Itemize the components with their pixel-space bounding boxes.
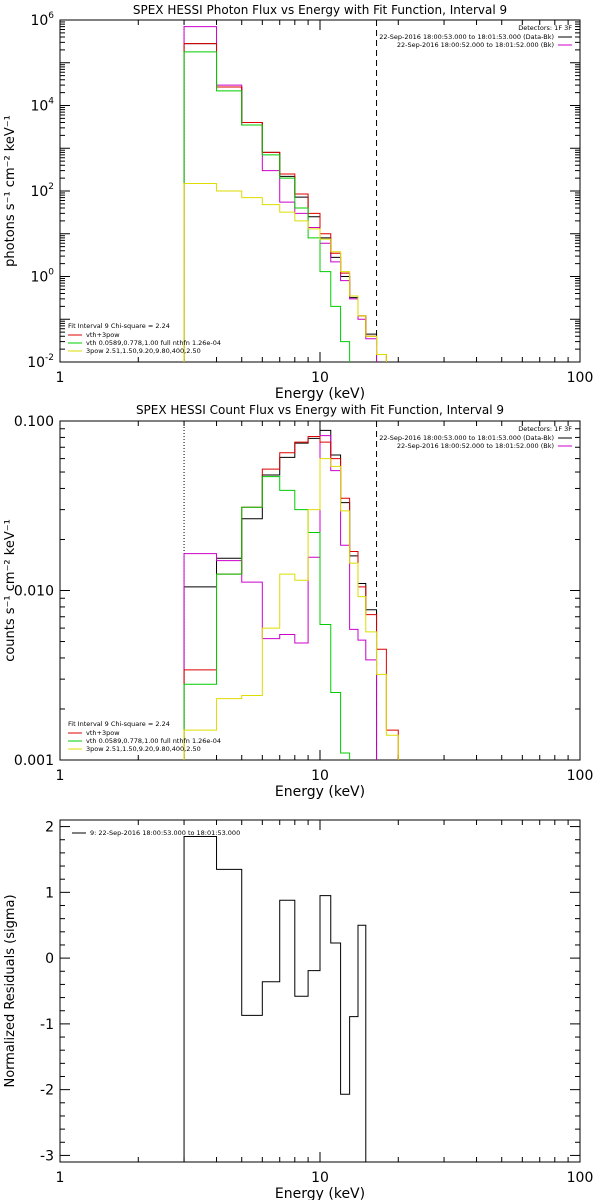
panel3-y-tick-label: 2	[45, 820, 54, 836]
panel1-series-group	[183, 26, 387, 362]
panel3-y-axis-label: Normalized Residuals (sigma)	[3, 894, 18, 1087]
panel1-title: SPEX HESSI Photon Flux vs Energy with Fi…	[133, 3, 507, 17]
panel3-y-tick-label: 1	[45, 885, 54, 901]
panel1-y-tick-label: 100	[30, 268, 54, 286]
panel2-series-group	[183, 429, 399, 760]
panel1-legend-entry: 22-Sep-2016 18:00:52.000 to 18:01:52.000…	[397, 41, 554, 49]
panel1-series-2-line	[183, 26, 378, 362]
panel1-y-ticks	[60, 19, 580, 363]
panel1-chart: 1 10 100 10-2 100 102 104 106 SPEX HESSI Photon …	[3, 3, 593, 402]
panel1-axes-frame	[59, 19, 581, 363]
panel2-fit-legend-title: Fit Interval 9 Chi-square = 2.24	[68, 720, 170, 728]
panel3-x-tick-label: 1	[56, 1170, 65, 1186]
panel1-legend-bottomleft: Fit Interval 9 Chi-square = 2.24vth+3pow…	[68, 322, 221, 355]
panel2-x-tick-label: 10	[311, 768, 329, 784]
panel1-x-axis-label: Energy (keV)	[275, 386, 365, 402]
panel2-chart: 1 10 100 0.001 0.010 0.100 SPEX HESSI Count Fl…	[3, 403, 594, 800]
panel2-legend-entry: 22-Sep-2016 18:00:53.000 to 18:01:53.000…	[379, 434, 554, 442]
panel3-series-1-line	[183, 835, 367, 1162]
panel2-fit-legend-entry: 3pow 2.51,1.50,9.20,9.80,400,2.50	[86, 745, 201, 753]
panel3-x-ticks	[59, 820, 581, 1162]
panel2-y-tick-label: 0.010	[14, 584, 54, 600]
panel1-y-tick-label: 106	[30, 11, 54, 29]
panel3-chart: 1 10 100 -3 -2 -1 0 1 2 Energy (keV) Normalized Re…	[3, 819, 594, 1200]
panel2-x-tick-label: 1	[56, 768, 65, 784]
panel1-legend-entry: 22-Sep-2016 18:00:53.000 to 18:01:53.000…	[379, 33, 554, 41]
panel3-x-axis-label: Energy (keV)	[275, 1186, 365, 1200]
panel3-legend-topleft: 9: 22-Sep-2016 18:00:53.000 to 18:01:53.…	[72, 829, 240, 837]
panel2-legend-title: Detectors: 1F 3F	[518, 425, 572, 433]
panel2-y-ticks	[60, 420, 580, 761]
panel3-y-tick-label: -1	[40, 1017, 54, 1033]
panel1-x-tick-label: 10	[311, 370, 329, 386]
panel3-legend-entry: 9: 22-Sep-2016 18:00:53.000 to 18:01:53.…	[90, 829, 240, 837]
panel2-series-5-line	[183, 458, 399, 760]
panel2-fit-legend-entry: vth+3pow	[86, 729, 120, 737]
panel2-title: SPEX HESSI Count Flux vs Energy with Fit…	[136, 403, 504, 417]
panel2-y-axis-label: counts s⁻¹ cm⁻² keV⁻¹	[3, 519, 18, 662]
panel1-y-tick-label: 104	[30, 97, 54, 115]
panel1-x-tick-label: 1	[56, 370, 65, 386]
panel2-legend-bottomleft: Fit Interval 9 Chi-square = 2.24vth+3pow…	[68, 720, 221, 753]
panel2-series-4-line	[183, 476, 351, 760]
panel1-legend-title: Detectors: 1F 3F	[518, 24, 572, 32]
panel3-y-ticks	[60, 826, 580, 1156]
panel3-series-group	[183, 835, 367, 1162]
panel2-y-tick-label: 0.001	[14, 753, 54, 769]
panel1-x-ticks	[59, 20, 581, 362]
panel3-y-tick-label: -2	[40, 1083, 54, 1099]
panel2-y-tick-label: 0.100	[14, 414, 54, 430]
panel1-x-tick-label: 100	[567, 370, 594, 386]
panel3-y-tick-label: -3	[40, 1148, 54, 1164]
panel2-series-1-line	[183, 429, 378, 760]
panel1-series-5-line	[183, 182, 387, 362]
panel1-fit-legend-entry: vth+3pow	[86, 331, 120, 339]
panel2-x-tick-label: 100	[567, 768, 594, 784]
panel1-fit-legend-entry: vth 0.0589,0.778,1.00 full nthfn 1.26e-0…	[86, 339, 221, 347]
panel1-series-4-line	[183, 51, 351, 362]
panel3-axes-frame	[59, 819, 581, 1163]
panel3-x-tick-label: 10	[311, 1170, 329, 1186]
panel2-x-ticks	[59, 421, 581, 760]
panel1-series-1-line	[183, 43, 378, 362]
panel3-y-tick-label: 0	[45, 951, 54, 967]
panel1-y-axis-label: photons s⁻¹ cm⁻² keV⁻¹	[3, 115, 18, 267]
panel2-x-axis-label: Energy (keV)	[275, 784, 365, 800]
panel2-series-2-line	[183, 435, 378, 760]
panel3-x-tick-label: 100	[567, 1170, 594, 1186]
panel1-y-tick-label: 102	[30, 182, 54, 200]
panel1-fit-legend-title: Fit Interval 9 Chi-square = 2.24	[68, 322, 170, 330]
panel2-fit-legend-entry: vth 0.0589,0.778,1.00 full nthfn 1.26e-0…	[86, 737, 221, 745]
panel2-legend-entry: 22-Sep-2016 18:00:52.000 to 18:01:52.000…	[397, 442, 554, 450]
panel1-y-tick-label: 10-2	[27, 353, 54, 371]
panel1-fit-legend-entry: 3pow 2.51,1.50,9.20,9.80,400,2.50	[86, 347, 201, 355]
